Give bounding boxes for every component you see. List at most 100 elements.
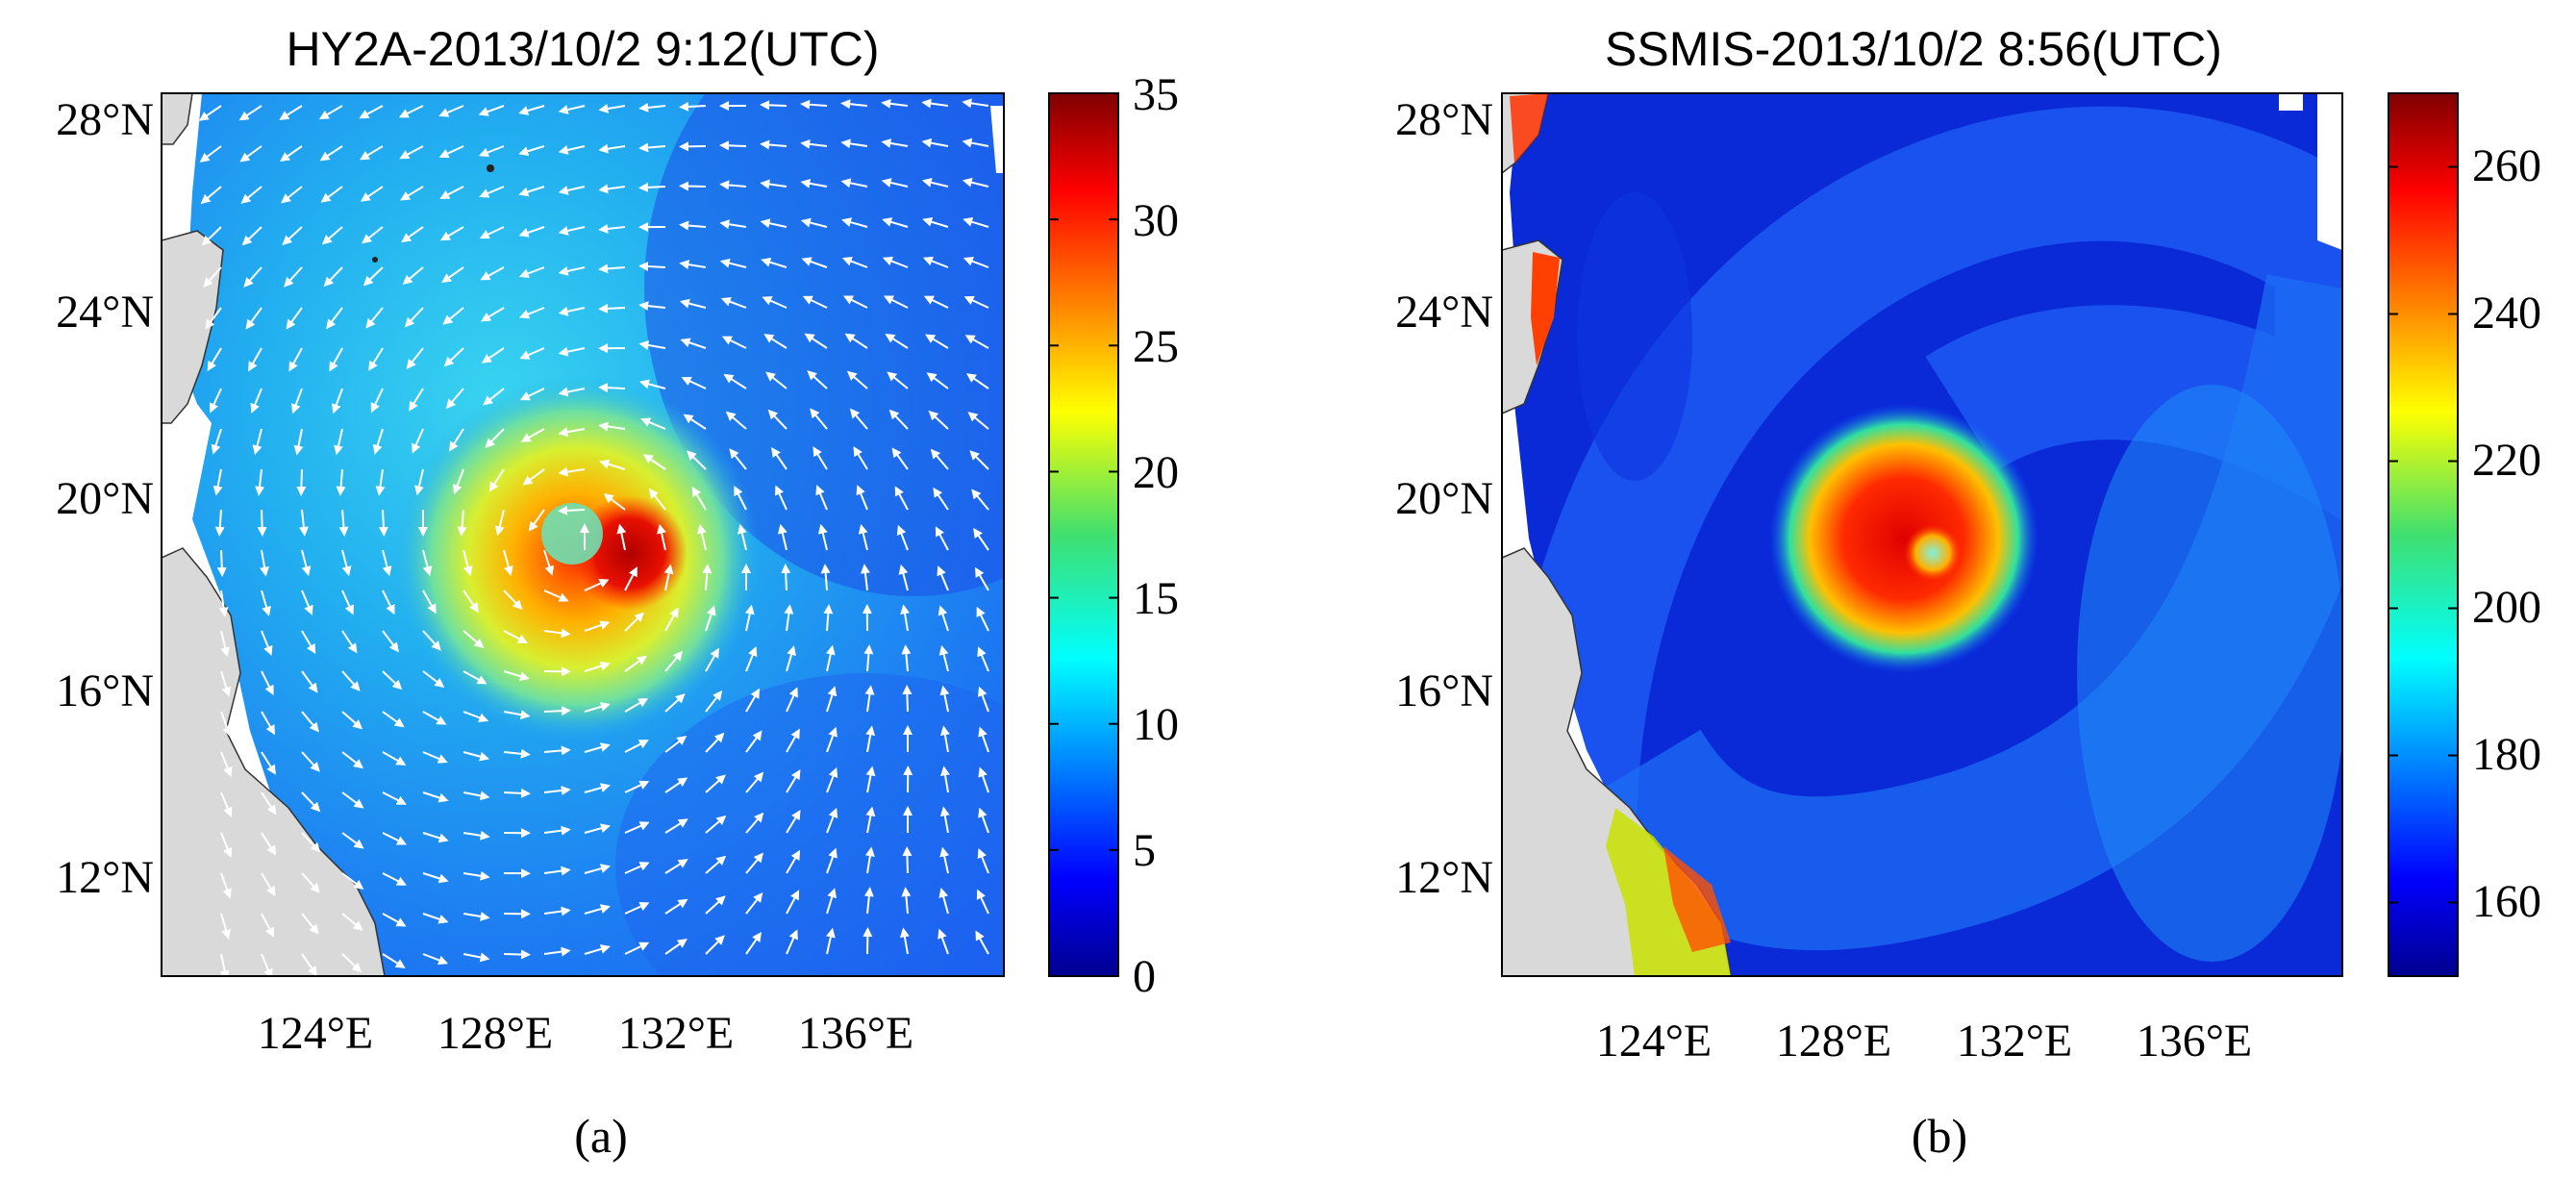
cb-a-tick-30: 30 [1133,195,1179,246]
wind-vector-arrow [209,388,222,414]
wind-vector-arrow [896,524,909,551]
wind-vector-arrow [885,333,909,349]
wind-vector-arrow [463,549,473,577]
wind-vector-arrow [341,670,361,691]
wind-vector-arrow [301,711,319,733]
wind-vector-arrow [463,952,490,963]
lat-label-28n: 28°N [56,94,154,145]
wind-vector-arrow [382,549,392,577]
wind-vector-arrow [584,823,611,834]
panel-b-frame [1501,92,2343,977]
wind-vector-arrow [624,862,650,874]
wind-vector-arrow [721,336,747,349]
wind-vector-arrow [503,590,523,611]
wind-vector-arrow [329,347,343,372]
wind-vector-arrow [881,138,909,148]
wind-vector-arrow [255,468,265,496]
no-data-notch [2279,93,2303,111]
low-wind-region-south [615,673,1004,976]
wind-vector-arrow [865,766,876,793]
wind-vector-arrow [664,938,688,955]
wind-vector-arrow [863,887,874,915]
wind-vector-arrow [737,523,747,551]
lon-label-132e: 132°E [618,1008,735,1059]
wind-vector-arrow [840,99,868,110]
wind-vector-arrow [978,766,989,793]
wind-vector-arrow [840,138,868,149]
wind-vector-arrow [341,549,352,577]
wind-vector-arrow [664,818,688,834]
wind-vector-arrow [938,928,949,955]
wind-vector-arrow [382,711,405,728]
wind-vector-arrow [940,766,950,793]
wind-vector-arrow [939,685,950,713]
wind-vector-arrow [802,295,828,309]
wind-vector-arrow [683,414,707,430]
wind-vector-arrow [321,226,343,245]
wind-vector-arrow [657,523,666,551]
wind-vector-arrow [853,446,868,470]
wind-vector-arrow [382,953,406,968]
wind-vector-arrow [786,929,798,955]
wind-vector-arrow [503,710,531,720]
wind-vector-arrow [203,266,222,288]
wind-vector-arrow [930,448,949,470]
wind-vector-arrow [863,644,874,672]
wind-vector-arrow [784,604,794,632]
wind-vector-arrow [372,428,384,455]
wind-vector-arrow [745,730,763,753]
wind-vector-arrow [400,186,424,201]
wind-vector-arrow [443,347,464,367]
wind-vector-arrow [382,670,403,690]
wind-vector-arrow [598,143,626,154]
lat-label-16n: 16°N [56,665,154,716]
wind-vector-arrow [638,301,666,312]
wind-vector-arrow [406,347,424,369]
panel-a-colorbar: 35 30 25 20 15 10 5 0 [1048,69,1179,1002]
cb-a-tick-25: 25 [1133,321,1179,372]
wind-vector-arrow [786,728,800,753]
wind-vector-arrow [239,145,263,163]
wind-vector-arrow [479,186,505,198]
wind-vector-arrow [463,670,488,685]
wind-vector-arrow [734,486,747,511]
wind-vector-arrow [301,670,318,693]
wind-vector-arrow [298,509,309,537]
lon-label-124e: 124°E [258,1008,374,1059]
wind-vector-arrow [360,186,384,202]
wind-vector-arrow [976,889,989,915]
wind-vector-arrow [624,697,649,713]
wind-vector-arrow [503,949,531,960]
lat-label-28n-b: 28°N [1395,94,1493,145]
wind-vector-arrow [902,685,913,713]
wind-vector-arrow [899,927,910,955]
wind-vector-arrow [598,184,626,194]
wind-vector-arrow [301,751,320,772]
wind-vector-arrow [522,468,545,486]
wind-vector-arrow [243,266,263,288]
wind-vector-arrow [640,417,666,430]
wind-vector-arrow [939,846,950,874]
wind-vector-arrow [823,604,834,632]
wind-vector-arrow [442,307,464,325]
wind-vector-arrow [301,791,321,813]
wind-vector-arrow [518,145,545,157]
wind-vector-arrow [840,178,868,188]
wind-vector-arrow [439,226,464,241]
wind-vector-arrow [901,644,912,672]
wind-vector-arrow [528,509,545,532]
wind-vector-arrow [518,226,545,238]
wind-vector-arrow [279,105,303,120]
lon-label-128e: 128°E [438,1008,554,1059]
wind-vector-arrow [975,566,989,591]
wind-vector-arrow [481,347,505,364]
cb-a-tick-0: 0 [1133,951,1156,1002]
wind-vector-arrow [409,388,424,412]
wind-vector-arrow [891,447,909,470]
lat-label-24n-b: 24°N [1395,287,1493,338]
wind-vector-arrow [220,913,231,940]
wind-vector-arrow [858,523,868,551]
wind-vector-arrow [199,145,222,163]
wind-vector-arrow [928,410,949,430]
wind-vector-arrow [826,726,838,753]
